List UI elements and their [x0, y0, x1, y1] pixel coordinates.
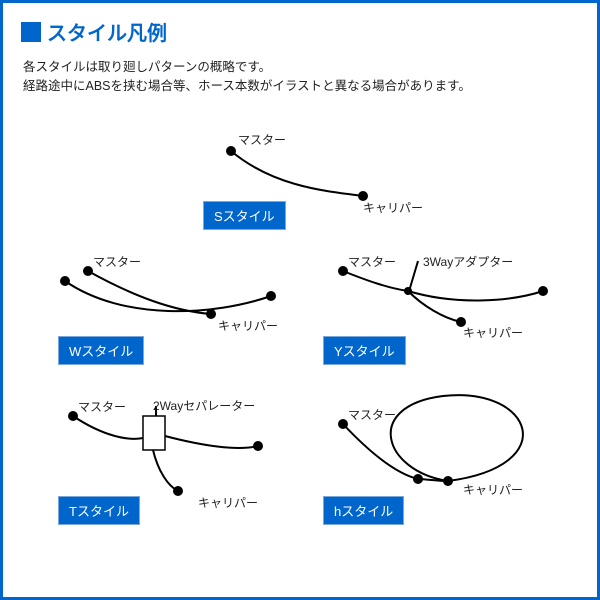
- w-hose-path: [88, 271, 211, 314]
- t-separator-rect: [143, 416, 165, 450]
- t-hose-path: [153, 450, 178, 491]
- description-line-2: 経路途中にABSを挟む場合等、ホース本数がイラストと異なる場合があります。: [23, 77, 577, 96]
- t-hose-path: [165, 436, 258, 448]
- t-hose-path: [73, 416, 143, 439]
- y-node: [538, 286, 548, 296]
- s-node: [226, 146, 236, 156]
- t-node: [173, 486, 183, 496]
- h-style-badge: hスタイル: [323, 496, 404, 525]
- header-square-icon: [21, 22, 41, 42]
- y-style-badge: Yスタイル: [323, 336, 406, 365]
- y-hose-path: [410, 261, 418, 288]
- diagram-area: マスターキャリパーSスタイルマスターキャリパーWスタイルマスター3Wayアダプタ…: [3, 96, 597, 576]
- h-hose-path: [391, 395, 523, 481]
- h-node: [443, 476, 453, 486]
- s-label: キャリパー: [363, 199, 423, 216]
- y-label: 3Wayアダプター: [423, 253, 513, 270]
- h-node: [413, 474, 423, 484]
- t-node: [253, 441, 263, 451]
- s-style-badge: Sスタイル: [203, 201, 286, 230]
- y-hose-path: [343, 271, 408, 291]
- t-label: 2Wayセパレーター: [153, 397, 255, 414]
- w-node: [206, 309, 216, 319]
- s-hose-path: [231, 151, 363, 196]
- h-label: マスター: [348, 406, 396, 423]
- t-node: [68, 411, 78, 421]
- w-label: マスター: [93, 253, 141, 270]
- y-hose-path: [408, 291, 461, 322]
- y-node: [338, 266, 348, 276]
- h-hose-path: [343, 424, 418, 479]
- h-label: キャリパー: [463, 481, 523, 498]
- w-node: [266, 291, 276, 301]
- y-hose-path: [408, 291, 543, 300]
- t-label: マスター: [78, 398, 126, 415]
- w-node: [60, 276, 70, 286]
- legend-title: スタイル凡例: [47, 17, 167, 46]
- description-line-1: 各スタイルは取り廻しパターンの概略です。: [23, 58, 577, 77]
- s-label: マスター: [238, 131, 286, 148]
- h-node: [338, 419, 348, 429]
- legend-description: 各スタイルは取り廻しパターンの概略です。 経路途中にABSを挟む場合等、ホース本…: [3, 52, 597, 96]
- y-label: キャリパー: [463, 324, 523, 341]
- t-style-badge: Tスタイル: [58, 496, 140, 525]
- t-label: キャリパー: [198, 494, 258, 511]
- legend-header: スタイル凡例: [3, 3, 597, 52]
- y-label: マスター: [348, 253, 396, 270]
- y-node: [404, 287, 412, 295]
- w-style-badge: Wスタイル: [58, 336, 144, 365]
- w-node: [83, 266, 93, 276]
- w-label: キャリパー: [218, 317, 278, 334]
